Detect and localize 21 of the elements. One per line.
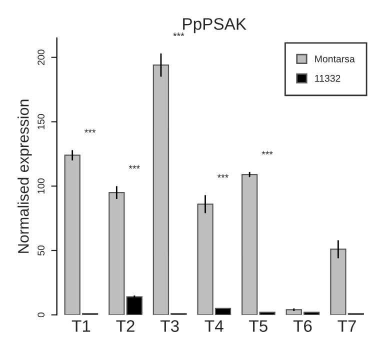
x-tick-label: T6 (293, 320, 312, 332)
y-tick-label: 50 (38, 245, 45, 256)
x-tick-label: T4 (204, 320, 224, 332)
chart-title: PpPSAK (183, 18, 246, 34)
annotation: *** (128, 165, 140, 169)
annotation: *** (262, 151, 273, 155)
y-tick-label: 150 (38, 114, 45, 130)
x-tick-label: T5 (249, 320, 268, 332)
x-tick-label: T2 (116, 320, 134, 332)
legend-label: 11332 (315, 74, 340, 82)
y-tick-label: 100 (38, 178, 45, 194)
legend-label: Montarsa (315, 56, 355, 62)
x-tick-label: T1 (72, 320, 90, 332)
x-tick-label: T7 (338, 320, 356, 332)
annotation: *** (84, 129, 96, 133)
y-tick-label: 200 (38, 50, 45, 65)
y-tick-label: 0 (38, 312, 45, 318)
x-tick-label: T3 (160, 320, 179, 332)
text: *** (173, 32, 184, 36)
annotation: *** (217, 174, 229, 178)
y-axis-title: Normalised expression (18, 100, 32, 253)
